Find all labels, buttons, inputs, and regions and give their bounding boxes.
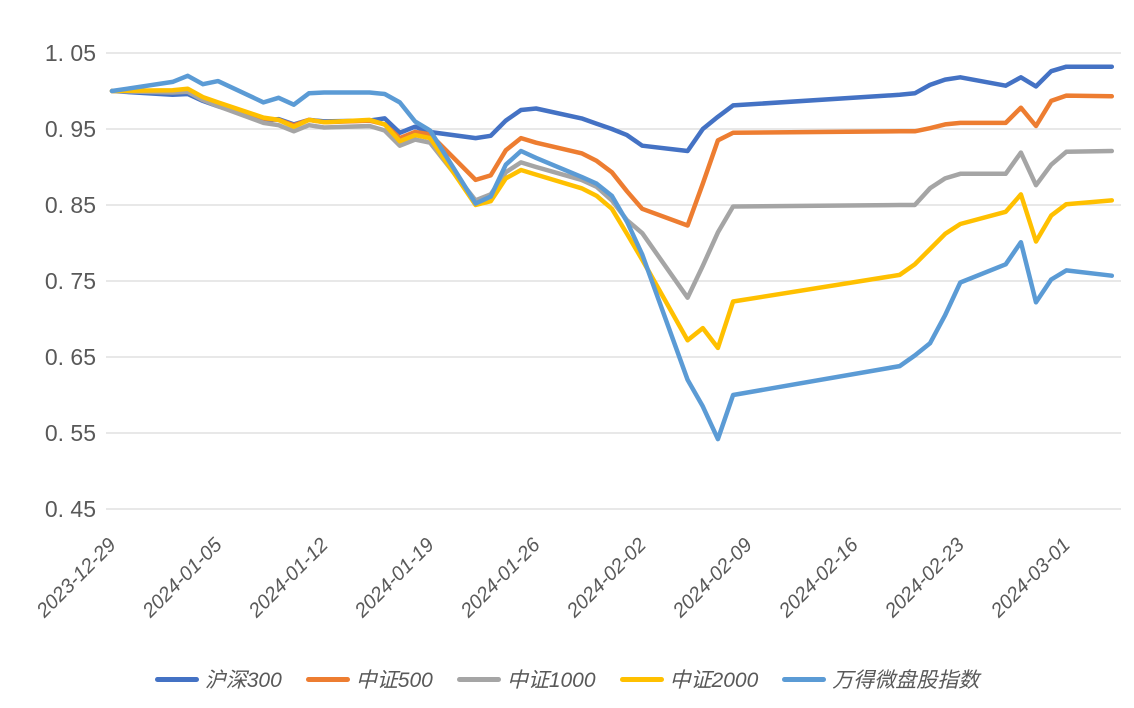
legend-item-2: 中证1000 [456, 664, 596, 694]
y-axis-tick-label: 0. 45 [45, 496, 96, 522]
x-axis-tick-label: 2024-02-16 [774, 533, 863, 622]
x-axis-tick-label: 2023-12-29 [32, 534, 121, 623]
x-axis-tick-label: 2024-03-01 [986, 534, 1075, 623]
y-axis-tick-label: 0. 85 [45, 192, 96, 218]
legend-item-1: 中证500 [305, 664, 433, 694]
legend-line-swatch-icon [456, 676, 501, 682]
x-axis-tick-label: 2024-02-09 [668, 534, 757, 623]
series-line-4-万得微盘股指数 [109, 73, 1115, 442]
legend-label: 万得微盘股指数 [832, 669, 980, 692]
series-line-0-沪深300 [109, 64, 1115, 154]
legend-label: 中证1000 [506, 669, 596, 692]
series-line-2-中证1000 [109, 88, 1115, 300]
x-axis-tick-label: 2024-02-23 [880, 534, 969, 623]
x-axis-tick-label: 2024-01-05 [138, 533, 227, 622]
legend-label: 沪深300 [204, 669, 282, 692]
legend-line-swatch-icon [154, 676, 199, 682]
legend-line-swatch-icon [619, 676, 664, 682]
legend-label: 中证500 [355, 669, 433, 692]
legend-label: 中证2000 [669, 669, 759, 692]
y-axis-tick-label: 0. 75 [45, 268, 96, 294]
x-axis-tick-label: 2024-02-02 [562, 534, 651, 623]
y-axis-tick-label: 0. 65 [45, 344, 96, 370]
x-axis-tick-label: 2024-01-19 [350, 534, 439, 623]
y-axis-tick-label: 0. 55 [45, 420, 96, 446]
legend-line-swatch-icon [782, 676, 827, 682]
legend-line-swatch-icon [305, 676, 350, 682]
legend-item-4: 万得微盘股指数 [782, 664, 979, 694]
x-axis-tick-label: 2024-01-26 [456, 533, 545, 622]
y-axis-tick-label: 1. 05 [45, 40, 96, 66]
x-axis-tick-label: 2024-01-12 [244, 534, 333, 623]
y-axis-tick-label: 0. 95 [45, 116, 96, 142]
legend-item-0: 沪深300 [154, 664, 282, 694]
series-line-3-中证2000 [109, 86, 1115, 351]
legend-item-3: 中证2000 [619, 664, 759, 694]
chart-legend: 沪深300 中证500 中证1000 中证2000 万得微盘股指数 [0, 663, 1134, 695]
